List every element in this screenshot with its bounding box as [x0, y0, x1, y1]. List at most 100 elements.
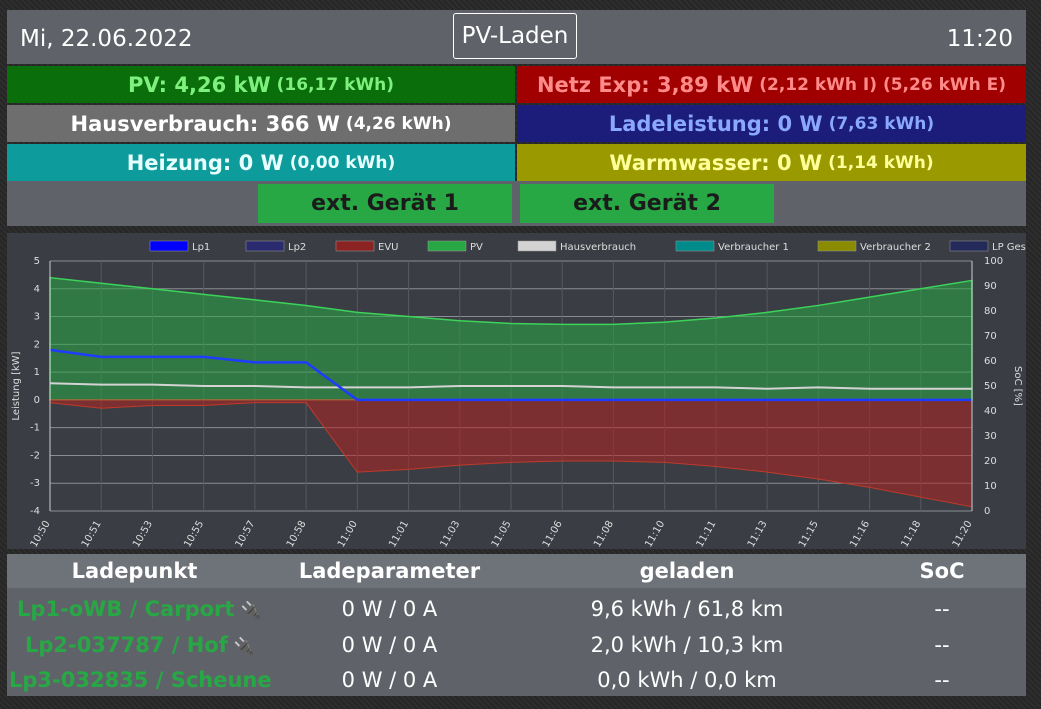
heating-tile: Heizung: 0 W (0,00 kWh) [7, 144, 515, 181]
hausverbrauch-line [49, 382, 972, 390]
legend-label: Lp1 [192, 242, 210, 253]
legend-swatch [817, 240, 857, 252]
y2-tick-label: 0 [984, 506, 990, 517]
y2-tick-label: 90 [984, 281, 997, 292]
lp3-soc: -- [934, 668, 950, 692]
charging-energy: (7,63 kWh) [828, 113, 935, 134]
lp1-line [49, 348, 972, 402]
heating-energy: (0,00 kWh) [289, 152, 396, 173]
time-label: 11:20 [946, 26, 1013, 52]
plug-icon: 🔌 [240, 601, 262, 621]
x-tick-label: 11:03 [438, 519, 462, 549]
y-tick-label: 4 [34, 284, 40, 295]
col-header-ladeparameter: Ladeparameter [298, 559, 481, 583]
plug-icon: 🔌 [233, 637, 256, 657]
date-label: Mi, 22.06.2022 [20, 26, 193, 52]
legend-swatch [949, 240, 989, 252]
x-tick-label: 11:00 [336, 519, 360, 549]
y-tick-label: 3 [34, 312, 40, 323]
y2-tick-label: 40 [984, 406, 997, 417]
pv-area [49, 276, 973, 401]
lp3-name[interactable]: Lp3-032835 / Scheune [9, 668, 272, 692]
x-tick-label: 11:08 [592, 519, 616, 549]
lp3-label[interactable]: Lp3-032835 / Scheune [9, 668, 272, 692]
charging-power-tile: Ladeleistung: 0 W (7,63 kWh) [517, 105, 1026, 142]
y2-tick-label: 70 [984, 331, 997, 342]
y-tick-label: 2 [34, 339, 40, 350]
y2-tick-label: 100 [984, 256, 1003, 267]
lp2-charged: 2,0 kWh / 10,3 km [590, 633, 784, 657]
y2-tick-label: 60 [984, 356, 997, 367]
grid-energy: (2,12 kWh I) (5,26 kWh E) [759, 74, 1007, 95]
grid-power: Netz Exp: 3,89 kW [536, 72, 754, 97]
x-tick-label: 11:06 [541, 519, 565, 549]
x-tick-label: 11:20 [951, 519, 975, 549]
heating-power: Heizung: 0 W [126, 150, 284, 175]
hot-water-power: Warmwasser: 0 W [609, 150, 823, 175]
y2-tick-label: 20 [984, 456, 997, 467]
x-tick-label: 10:55 [182, 519, 206, 549]
x-tick-label: 11:01 [387, 519, 411, 549]
pv-tile: PV: 4,26 kW (16,17 kWh) [7, 66, 515, 103]
x-tick-label: 11:16 [848, 519, 872, 549]
lp1-charged: 9,6 kWh / 61,8 km [590, 597, 784, 621]
legend-label: Verbraucher 1 [718, 242, 789, 253]
hot-water-energy: (1,14 kWh) [828, 152, 934, 173]
y2-tick-label: 10 [984, 481, 997, 492]
charge-points-table: Ladepunkt Ladeparameter geladen SoC Lp1-… [7, 554, 1026, 696]
table-header: Ladepunkt Ladeparameter geladen SoC [7, 554, 1026, 588]
legend-swatch [517, 240, 557, 252]
legend-swatch [675, 240, 715, 252]
x-tick-label: 11:15 [797, 519, 821, 549]
y-tick-label: 0 [34, 395, 40, 406]
x-tick-label: 10:53 [131, 519, 155, 549]
legend-label: Verbraucher 2 [860, 242, 931, 253]
legend-swatch [335, 240, 375, 252]
y-tick-label: -3 [30, 478, 40, 489]
col-header-ladepunkt: Ladepunkt [71, 559, 198, 583]
lp1-label[interactable]: Lp1-oWB / Carport [17, 597, 235, 621]
charging-power: Ladeleistung: 0 W [608, 111, 823, 136]
lp1-param: 0 W / 0 A [341, 597, 438, 621]
x-tick-label: 11:05 [490, 519, 514, 549]
house-consumption-tile: Hausverbrauch: 366 W (4,26 kWh) [7, 105, 515, 142]
pv-energy: (16,17 kWh) [276, 74, 395, 95]
x-tick-label: 10:57 [234, 519, 258, 549]
x-tick-label: 10:51 [80, 519, 104, 549]
legend-swatch [245, 240, 285, 252]
x-tick-label: 11:13 [746, 519, 770, 549]
x-tick-label: 10:50 [29, 519, 53, 549]
pv-power: PV: 4,26 kW [127, 72, 271, 97]
y-tick-label: -1 [30, 423, 40, 434]
ext-device-2-button[interactable]: ext. Gerät 2 [520, 184, 774, 223]
col-header-soc: SoC [919, 559, 965, 583]
house-power: Hausverbrauch: 366 W [70, 111, 340, 136]
legend-label: Hausverbrauch [560, 242, 636, 253]
y-axis-label: Leistung [kW] [11, 351, 22, 420]
lp2-label[interactable]: Lp2-037787 / Hof [25, 633, 228, 657]
lp2-param: 0 W / 0 A [341, 633, 438, 657]
x-tick-label: 11:10 [643, 519, 667, 549]
grid-tile: Netz Exp: 3,89 kW (2,12 kWh I) (5,26 kWh… [517, 66, 1026, 103]
y-tick-label: -2 [30, 450, 40, 461]
y2-tick-label: 50 [984, 381, 997, 392]
device-row [7, 181, 1026, 226]
y2-tick-label: 30 [984, 431, 997, 442]
y-tick-label: -4 [30, 506, 40, 517]
charge-mode-button[interactable]: PV-Laden [453, 13, 577, 59]
ext-device-1-button[interactable]: ext. Gerät 1 [258, 184, 512, 223]
legend-label: LP Gesamt [992, 242, 1026, 253]
x-tick-label: 11:11 [695, 519, 719, 549]
col-header-geladen: geladen [639, 559, 735, 583]
lp2-name[interactable]: Lp2-037787 / Hof 🔌 [25, 633, 255, 657]
lp1-soc: -- [934, 597, 950, 621]
legend-label: Lp2 [288, 242, 306, 253]
lp1-name[interactable]: Lp1-oWB / Carport 🔌 [17, 597, 262, 621]
legend-label: PV [470, 242, 483, 253]
legend-label: EVU [378, 242, 398, 253]
y2-tick-label: 80 [984, 306, 997, 317]
hot-water-tile: Warmwasser: 0 W (1,14 kWh) [517, 144, 1026, 181]
top-bar: Mi, 22.06.2022 PV-Laden 11:20 [7, 10, 1026, 64]
legend-swatch [427, 240, 467, 252]
evu-area [49, 399, 973, 508]
